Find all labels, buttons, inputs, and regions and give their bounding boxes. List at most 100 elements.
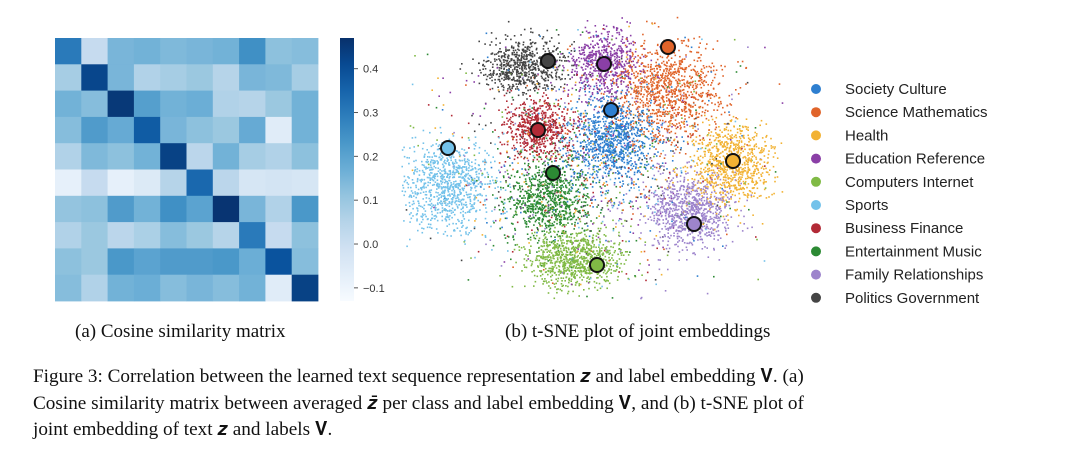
tsne-point	[616, 260, 618, 262]
tsne-point	[589, 277, 592, 280]
tsne-point	[727, 227, 730, 229]
tsne-point	[553, 246, 555, 249]
tsne-point	[566, 205, 568, 207]
tsne-point	[662, 85, 664, 88]
tsne-point	[611, 155, 613, 158]
tsne-point	[653, 96, 655, 98]
tsne-point	[601, 54, 603, 56]
tsne-point	[448, 163, 450, 166]
tsne-point	[582, 276, 585, 278]
tsne-point	[662, 222, 665, 224]
tsne-point	[702, 80, 705, 83]
heatmap-cell	[239, 274, 266, 302]
tsne-point	[598, 70, 600, 72]
tsne-point	[589, 176, 591, 179]
tsne-point	[622, 81, 625, 83]
tsne-point	[517, 41, 520, 44]
tsne-point	[444, 202, 446, 204]
tsne-point	[598, 39, 601, 41]
tsne-point	[523, 211, 525, 213]
tsne-point	[539, 99, 541, 101]
tsne-point	[539, 275, 542, 277]
tsne-point	[567, 290, 570, 293]
tsne-point	[550, 139, 552, 141]
tsne-point	[526, 206, 528, 209]
tsne-point	[539, 225, 542, 227]
tsne-point	[565, 60, 568, 62]
tsne-point	[691, 189, 694, 191]
tsne-point	[546, 109, 549, 111]
tsne-point	[505, 62, 508, 65]
tsne-point	[589, 61, 592, 63]
tsne-point	[547, 97, 549, 99]
tsne-point	[603, 144, 606, 147]
tsne-point	[442, 77, 444, 79]
tsne-point	[687, 186, 689, 189]
tsne-point	[554, 191, 556, 193]
tsne-point	[409, 205, 411, 207]
tsne-point	[667, 86, 669, 88]
tsne-point	[704, 227, 707, 230]
tsne-point	[474, 159, 477, 161]
tsne-point	[735, 172, 738, 175]
tsne-point	[466, 194, 469, 196]
tsne-point	[692, 236, 694, 238]
tsne-point	[534, 150, 536, 153]
tsne-point	[565, 249, 568, 252]
tsne-point	[722, 222, 724, 224]
tsne-point	[670, 144, 673, 146]
tsne-point	[565, 230, 567, 233]
tsne-point	[620, 142, 622, 145]
tsne-point	[587, 211, 589, 213]
tsne-point	[659, 66, 662, 68]
tsne-point	[747, 163, 749, 166]
tsne-point	[667, 111, 669, 113]
tsne-point	[530, 187, 532, 190]
tsne-point	[460, 199, 462, 201]
tsne-point	[692, 80, 694, 83]
tsne-point	[555, 282, 557, 285]
tsne-point	[552, 257, 554, 259]
tsne-point	[519, 206, 522, 208]
tsne-point	[623, 94, 626, 97]
tsne-point	[484, 176, 486, 179]
tsne-point	[411, 169, 414, 172]
tsne-point	[530, 45, 533, 48]
tsne-point	[484, 149, 486, 152]
tsne-point	[658, 163, 660, 165]
tsne-point	[545, 224, 547, 227]
tsne-point	[536, 200, 539, 203]
tsne-point	[670, 82, 672, 85]
tsne-point	[578, 232, 580, 235]
tsne-point	[449, 202, 451, 205]
tsne-point	[563, 203, 565, 205]
tsne-point	[461, 136, 463, 139]
tsne-point	[611, 93, 613, 95]
tsne-point	[591, 186, 594, 188]
tsne-point	[524, 62, 527, 65]
tsne-point	[635, 70, 638, 73]
tsne-point	[484, 234, 487, 237]
tsne-point	[615, 136, 617, 139]
tsne-point	[695, 98, 697, 100]
tsne-point	[685, 130, 687, 133]
tsne-point	[609, 144, 612, 147]
tsne-point	[652, 84, 654, 87]
tsne-point	[649, 144, 651, 146]
tsne-point	[725, 141, 728, 143]
tsne-point	[633, 89, 635, 91]
tsne-point	[635, 108, 638, 111]
tsne-point	[529, 105, 531, 108]
tsne-point	[473, 227, 476, 230]
tsne-point	[512, 46, 515, 49]
heatmap-cell	[212, 195, 240, 223]
tsne-point	[524, 145, 527, 148]
tsne-point	[438, 144, 441, 146]
tsne-point	[589, 98, 592, 101]
tsne-point	[584, 45, 586, 48]
tsne-point	[553, 230, 555, 233]
heatmap-cell	[160, 169, 187, 197]
tsne-point	[522, 48, 525, 51]
tsne-point	[715, 94, 718, 97]
tsne-point	[677, 113, 679, 116]
